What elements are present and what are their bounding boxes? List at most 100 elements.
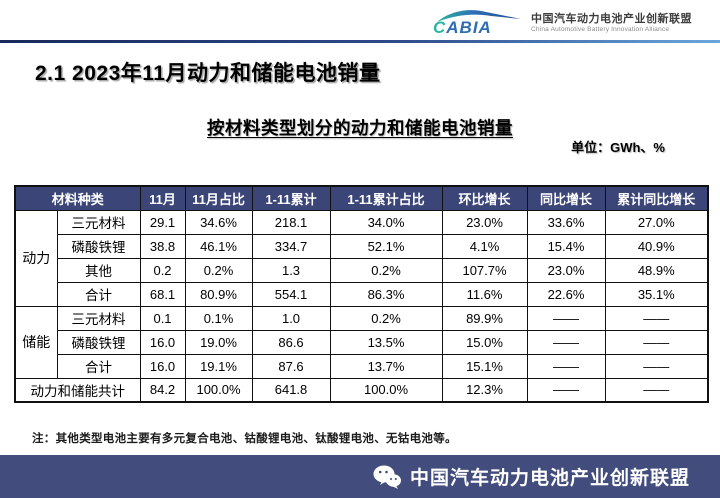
table-header-row: 材料种类 11月 11月占比 1-11累计 1-11累计占比 环比增长 同比增长… xyxy=(14,185,709,211)
table-cell: 40.9% xyxy=(604,233,709,259)
table-cell: 86.3% xyxy=(329,281,443,307)
total-row-label: 动力和储能共计 xyxy=(14,377,141,403)
table-cell: 100.0% xyxy=(184,377,253,403)
table-cell: 87.6 xyxy=(251,353,331,379)
footnote: 注：其他类型电池主要有多元复合电池、钴酸锂电池、钛酸锂电池、无钴电池等。 xyxy=(32,433,457,445)
table-cell: —— xyxy=(526,305,606,331)
table-title-wrap: 按材料类型划分的动力和储能电池销量 xyxy=(0,115,720,140)
table-total-row: 动力和储能共计 84.2 100.0% 641.8 100.0% 12.3% —… xyxy=(14,377,709,403)
table-cell: 34.0% xyxy=(329,209,443,235)
table-cell: 11.6% xyxy=(441,281,528,307)
table-cell: —— xyxy=(604,377,709,403)
table-cell: 23.0% xyxy=(526,257,606,283)
cabia-logo: CABIA 中国汽车动力电池产业创新联盟 China Automotive Ba… xyxy=(431,8,692,38)
table-cell: 磷酸铁锂 xyxy=(56,233,141,259)
table-cell: —— xyxy=(526,329,606,355)
table-cell: —— xyxy=(526,353,606,379)
table-row: 合计 16.0 19.1% 87.6 13.7% 15.1% —— —— xyxy=(15,353,709,379)
table-cell: 334.7 xyxy=(251,233,331,259)
table-cell: 13.5% xyxy=(329,329,443,355)
battery-sales-table: 材料种类 11月 11月占比 1-11累计 1-11累计占比 环比增长 同比增长… xyxy=(14,185,710,403)
table-cell: 23.0% xyxy=(441,209,528,235)
table-cell: 0.2% xyxy=(329,257,443,283)
table-row: 动力 三元材料 29.1 34.6% 218.1 34.0% 23.0% 33.… xyxy=(14,209,709,307)
col-header-ytd: 1-11累计 xyxy=(251,185,331,211)
table-cell: 68.1 xyxy=(139,281,186,307)
table-cell: 33.6% xyxy=(526,209,606,235)
table-cell: 52.1% xyxy=(329,233,443,259)
table-cell: —— xyxy=(604,305,709,331)
cabia-wordmark: CABIA xyxy=(433,18,492,37)
table-cell: 218.1 xyxy=(251,209,331,235)
table-cell: 35.1% xyxy=(604,281,709,307)
table-cell: 三元材料 xyxy=(56,209,141,235)
top-banner: CABIA 中国汽车动力电池产业创新联盟 China Automotive Ba… xyxy=(0,0,720,40)
table-cell: —— xyxy=(604,329,709,355)
table-cell: 0.1% xyxy=(184,305,253,331)
table-cell: 1.0 xyxy=(251,305,331,331)
table-cell: 1.3 xyxy=(251,257,331,283)
table-cell: 0.2% xyxy=(184,257,253,283)
table-cell: —— xyxy=(526,377,606,403)
table-row: 其他 0.2 0.2% 1.3 0.2% 107.7% 23.0% 48.9% xyxy=(15,257,709,283)
col-header-nov-share: 11月占比 xyxy=(184,185,253,211)
car-swoosh-icon xyxy=(437,10,521,22)
table-cell: 13.7% xyxy=(329,353,443,379)
logo-org-cn: 中国汽车动力电池产业创新联盟 xyxy=(531,12,692,25)
table-cell: 0.2% xyxy=(329,305,443,331)
footer-org-name: 中国汽车动力电池产业创新联盟 xyxy=(409,468,690,489)
table-cell: —— xyxy=(604,353,709,379)
table-container: 材料种类 11月 11月占比 1-11累计 1-11累计占比 环比增长 同比增长… xyxy=(14,185,710,403)
table-cell: 19.0% xyxy=(184,329,253,355)
table-row: 磷酸铁锂 38.8 46.1% 334.7 52.1% 4.1% 15.4% 4… xyxy=(15,233,709,259)
table-cell: 107.7% xyxy=(441,257,528,283)
table-cell: 27.0% xyxy=(604,209,709,235)
table-cell: 0.2 xyxy=(139,257,186,283)
unit-label: 单位：GWh、% xyxy=(571,140,665,155)
col-header-mom: 环比增长 xyxy=(441,185,528,211)
table-cell: 12.3% xyxy=(441,377,528,403)
footer-band: 中国汽车动力电池产业创新联盟 xyxy=(0,455,720,498)
table-row: 合计 68.1 80.9% 554.1 86.3% 11.6% 22.6% 35… xyxy=(15,281,709,307)
table-cell: 4.1% xyxy=(441,233,528,259)
table-row: 磷酸铁锂 16.0 19.0% 86.6 13.5% 15.0% —— —— xyxy=(15,329,709,355)
table-title: 按材料类型划分的动力和储能电池销量 xyxy=(207,118,513,138)
table-cell: 38.8 xyxy=(139,233,186,259)
table-cell: 46.1% xyxy=(184,233,253,259)
table-cell: 100.0% xyxy=(329,377,443,403)
table-cell: 16.0 xyxy=(139,353,186,379)
table-cell: 19.1% xyxy=(184,353,253,379)
table-cell: 86.6 xyxy=(251,329,331,355)
table-cell: 合计 xyxy=(56,281,141,307)
table-cell: 554.1 xyxy=(251,281,331,307)
wechat-icon xyxy=(373,465,401,489)
table-cell: 合计 xyxy=(56,353,141,379)
group-label-power: 动力 xyxy=(14,209,58,307)
table-cell: 22.6% xyxy=(526,281,606,307)
table-cell: 0.1 xyxy=(139,305,186,331)
logo-org-en: China Automotive Battery Innovation Alli… xyxy=(531,25,670,33)
logo-org-text: 中国汽车动力电池产业创新联盟 China Automotive Battery … xyxy=(531,13,692,33)
table-cell: 三元材料 xyxy=(56,305,141,331)
table-cell: 16.0 xyxy=(139,329,186,355)
cabia-logo-mark: CABIA xyxy=(431,8,523,38)
table-cell: 84.2 xyxy=(139,377,186,403)
header-divider-rule xyxy=(0,40,720,43)
table-cell: 其他 xyxy=(56,257,141,283)
col-header-yoy: 同比增长 xyxy=(526,185,606,211)
table-cell: 34.6% xyxy=(184,209,253,235)
table-cell: 磷酸铁锂 xyxy=(56,329,141,355)
table-cell: 15.4% xyxy=(526,233,606,259)
table-cell: 48.9% xyxy=(604,257,709,283)
col-header-material: 材料种类 xyxy=(14,185,141,211)
col-header-ytd-yoy: 累计同比增长 xyxy=(604,185,709,211)
col-header-nov: 11月 xyxy=(139,185,186,211)
table-cell: 641.8 xyxy=(251,377,331,403)
table-cell: 15.0% xyxy=(441,329,528,355)
col-header-ytd-share: 1-11累计占比 xyxy=(329,185,443,211)
page-title: 2.1 2023年11月动力和储能电池销量 xyxy=(35,62,381,85)
table-row: 储能 三元材料 0.1 0.1% 1.0 0.2% 89.9% —— —— xyxy=(14,305,709,379)
table-cell: 15.1% xyxy=(441,353,528,379)
group-label-storage: 储能 xyxy=(14,305,58,379)
